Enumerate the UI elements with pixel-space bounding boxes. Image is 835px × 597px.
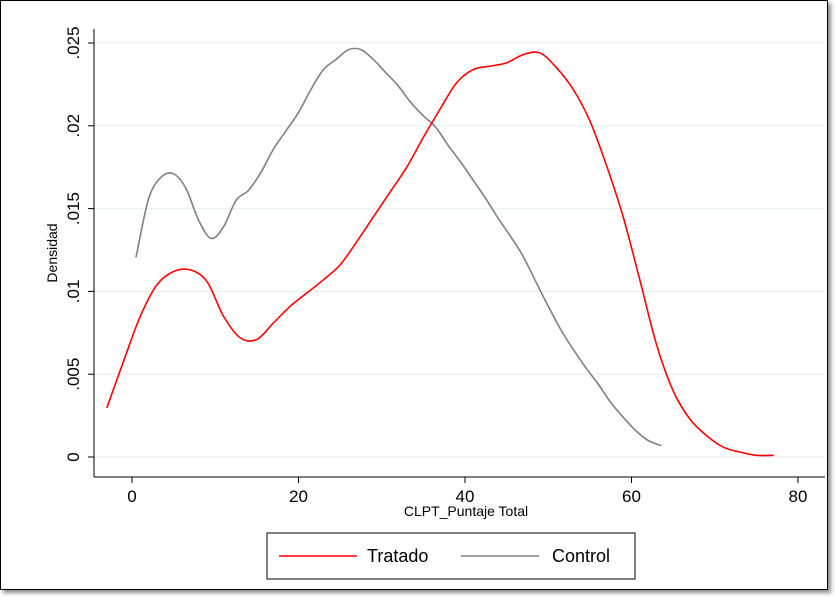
legend-label-control: Control: [552, 546, 610, 566]
legend-label-tratado: Tratado: [367, 546, 428, 566]
series-line-tratado: [106, 51, 774, 457]
y-tick-label: .025: [64, 26, 83, 59]
y-axis-title: Densidad: [44, 223, 60, 282]
chart-frame: 0 20 40 60 80 0 .005 .01 .015 .02 .025 CLPT_Punta…: [0, 0, 828, 590]
x-tick-label: 60: [622, 487, 641, 506]
legend: Tratado Control: [266, 532, 636, 580]
x-tick-label: 0: [127, 487, 136, 506]
x-tick-label: 20: [289, 487, 308, 506]
y-tick-label: .02: [64, 114, 83, 138]
series-lines: [106, 47, 774, 457]
axes: [93, 29, 825, 478]
y-tick-label: .01: [64, 280, 83, 304]
x-tick-label: 40: [456, 487, 475, 506]
x-axis-title: CLPT_Puntaje Total: [404, 503, 528, 519]
series-line-control: [135, 47, 662, 447]
y-tick-label: .015: [64, 192, 83, 225]
x-tick-label: 80: [789, 487, 808, 506]
x-axis-ticks: 0 20 40 60 80: [127, 477, 807, 506]
y-axis-ticks: 0 .005 .01 .015 .02 .025: [64, 26, 94, 462]
y-tick-label: .005: [64, 358, 83, 391]
grid-lines: [94, 42, 825, 458]
y-tick-label: 0: [64, 452, 83, 461]
